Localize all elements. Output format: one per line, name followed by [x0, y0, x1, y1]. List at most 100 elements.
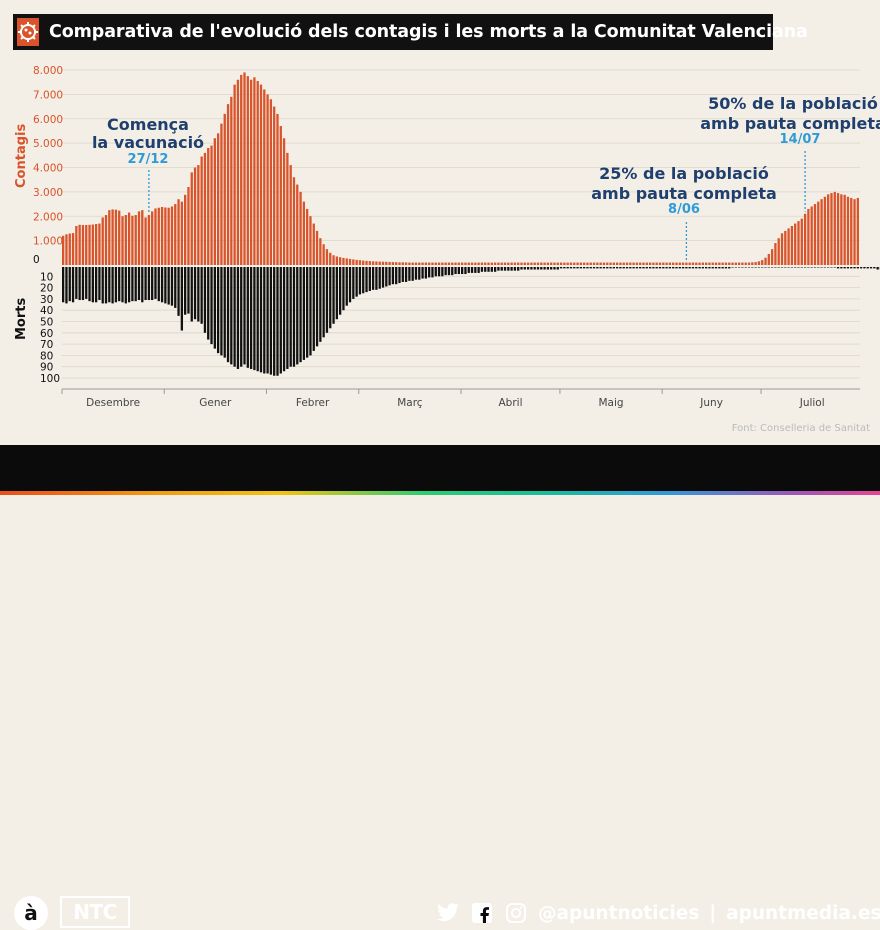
y-tick-label-deaths: 20 — [40, 283, 53, 295]
apunt-logo[interactable]: à — [14, 896, 48, 930]
death-bar — [593, 267, 595, 268]
case-bar — [108, 210, 110, 265]
death-bar — [421, 267, 423, 279]
case-bar — [95, 224, 97, 265]
social-bar: @apuntnoticies | apuntmedia.es — [436, 897, 880, 929]
death-bar — [725, 267, 727, 268]
death-bar — [557, 267, 559, 270]
case-bar — [778, 238, 780, 265]
y-tick-label-cases: 7.000 — [33, 89, 63, 101]
death-bar — [355, 267, 357, 297]
annotation-date: 27/12 — [128, 152, 169, 167]
case-bar — [121, 216, 123, 265]
death-bar — [398, 267, 400, 283]
death-bar — [758, 267, 760, 268]
death-bar — [860, 267, 862, 268]
case-bar — [197, 165, 199, 265]
death-bar — [441, 267, 443, 276]
death-bar — [609, 267, 611, 268]
y-tick-label-deaths: 90 — [40, 362, 53, 374]
case-bar — [382, 262, 384, 265]
facebook-icon[interactable] — [470, 901, 494, 925]
case-bar — [530, 263, 532, 265]
ntc-logo[interactable]: NTC — [60, 896, 130, 928]
case-bar — [435, 263, 437, 265]
death-bar — [534, 267, 536, 270]
death-bar — [382, 267, 384, 288]
case-bar — [830, 193, 832, 265]
death-bar — [797, 267, 799, 268]
death-bar — [570, 267, 572, 268]
case-bar — [685, 263, 687, 265]
social-handle[interactable]: @apuntnoticies — [538, 903, 699, 924]
case-bar — [402, 262, 404, 265]
case-bar — [613, 263, 615, 265]
death-bar — [857, 267, 859, 268]
case-bar — [689, 263, 691, 265]
death-bar — [62, 267, 64, 302]
case-bar — [362, 261, 364, 265]
death-bar — [346, 267, 348, 306]
y-tick-label-deaths: 30 — [40, 294, 53, 306]
case-bar — [461, 263, 463, 265]
death-bar — [290, 267, 292, 367]
case-bar — [679, 263, 681, 265]
death-bar — [517, 267, 519, 271]
annotation-line2: amb pauta completa — [700, 114, 880, 133]
death-bar — [567, 267, 569, 268]
case-bar — [82, 225, 84, 265]
case-bar — [458, 263, 460, 265]
death-bar — [309, 267, 311, 355]
death-bar — [270, 267, 272, 375]
case-bar — [669, 263, 671, 265]
site-link[interactable]: apuntmedia.es — [726, 903, 880, 924]
death-bar — [540, 267, 542, 270]
death-bar — [402, 267, 404, 282]
death-bar — [761, 267, 763, 268]
death-bar — [586, 267, 588, 268]
death-bar — [629, 267, 631, 268]
case-bar — [280, 126, 282, 265]
case-bar — [656, 263, 658, 265]
case-bar — [257, 81, 259, 265]
case-bar — [593, 263, 595, 265]
death-bar — [616, 267, 618, 268]
y-tick-label-deaths: 50 — [40, 317, 53, 329]
death-bar — [385, 267, 387, 286]
y-tick-label-cases: 6.000 — [33, 114, 63, 126]
death-bar — [464, 267, 466, 274]
instagram-icon[interactable] — [504, 901, 528, 925]
case-bar — [754, 262, 756, 265]
death-bar — [662, 267, 664, 268]
y-tick-label-deaths: 70 — [40, 339, 53, 351]
case-bar — [352, 259, 354, 265]
case-bar — [171, 207, 173, 266]
case-bar — [616, 263, 618, 265]
twitter-icon[interactable] — [436, 901, 460, 925]
death-bar — [636, 267, 638, 268]
death-bar — [863, 267, 865, 268]
death-bar — [135, 267, 137, 301]
case-bar — [323, 244, 325, 265]
death-bar — [514, 267, 516, 271]
death-bar — [171, 267, 173, 306]
case-bar — [623, 263, 625, 265]
annotation-date: 14/07 — [780, 132, 821, 147]
case-bar — [415, 263, 417, 265]
case-bar — [600, 263, 602, 265]
death-bar — [527, 267, 529, 270]
y-axis-label-deaths: Morts — [14, 298, 29, 340]
death-bar — [646, 267, 648, 268]
death-bar — [375, 267, 377, 290]
death-bar — [283, 267, 285, 371]
case-bar — [168, 208, 170, 265]
death-bar — [474, 267, 476, 273]
death-bar — [451, 267, 453, 275]
death-bar — [471, 267, 473, 273]
death-bar — [227, 267, 229, 362]
case-bar — [682, 263, 684, 265]
source-note: Font: Conselleria de Sanitat — [732, 423, 870, 434]
death-bar — [669, 267, 671, 268]
case-bar — [501, 263, 503, 265]
death-bar — [718, 267, 720, 268]
